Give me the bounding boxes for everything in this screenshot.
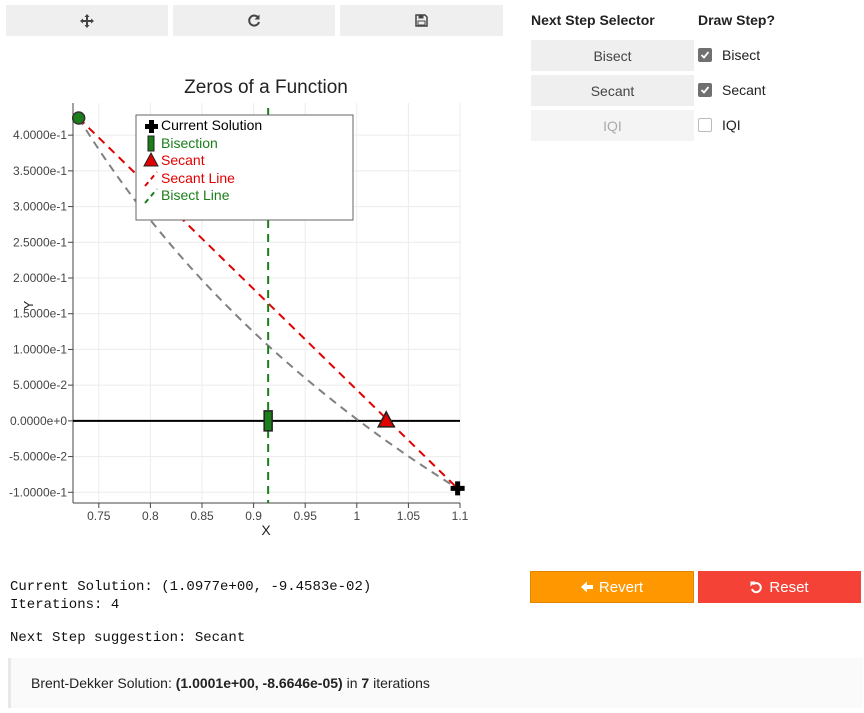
x-tick-label: 1.1 xyxy=(452,509,469,523)
next-step-header: Next Step Selector xyxy=(531,12,655,28)
brent-dekker-panel: Brent-Dekker Solution: (1.0001e+00, -8.6… xyxy=(8,658,863,708)
legend-bisect-line-icon xyxy=(144,188,158,204)
x-tick-label: 0.8 xyxy=(142,509,159,523)
iqi-step-button: IQI xyxy=(531,110,694,141)
next-step-suggestion-text: Next Step suggestion: Secant xyxy=(10,630,246,646)
brent-middle: in xyxy=(342,675,362,691)
draw-bisect-checkbox[interactable]: Bisect xyxy=(698,47,760,63)
legend-entry: Secant Line xyxy=(161,170,235,186)
brent-solution: (1.0001e+00, -8.6646e-05) xyxy=(175,675,343,691)
current-solution-marker xyxy=(450,481,465,496)
legend-entry: Secant xyxy=(161,152,205,168)
pan-tool-button[interactable] xyxy=(6,5,168,36)
y-tick-label: 3.0000e-1 xyxy=(13,200,67,214)
draw-secant-label: Secant xyxy=(722,82,766,98)
legend-secant-icon xyxy=(143,151,159,167)
revert-button[interactable]: Revert xyxy=(530,571,694,603)
brent-iterations: 7 xyxy=(361,675,370,691)
chart-title: Zeros of a Function xyxy=(184,77,348,98)
interval-start-point xyxy=(71,111,86,125)
reset-view-button[interactable] xyxy=(173,5,335,36)
reset-button[interactable]: Reset xyxy=(698,571,861,603)
draw-secant-checkbox[interactable]: Secant xyxy=(698,82,766,98)
move-arrows-icon xyxy=(80,13,94,28)
checkbox-checked-icon[interactable] xyxy=(698,83,712,97)
x-tick-label: 1.05 xyxy=(397,509,421,523)
brent-suffix: iterations xyxy=(369,675,430,691)
legend-entry: Current Solution xyxy=(161,117,262,133)
legend-secant-line-icon xyxy=(144,171,158,187)
bisection-marker xyxy=(263,410,273,432)
iterations-text: Iterations: 4 xyxy=(10,597,120,613)
y-tick-label: 1.0000e-1 xyxy=(13,342,67,356)
x-axis-label: X xyxy=(261,522,271,538)
y-tick-label: 3.5000e-1 xyxy=(13,164,67,178)
draw-iqi-checkbox[interactable]: IQI xyxy=(698,117,741,133)
revert-label: Revert xyxy=(598,578,644,596)
checkbox-unchecked-icon[interactable] xyxy=(698,118,712,132)
x-tick-label: 0.75 xyxy=(87,509,111,523)
y-tick-label: 2.5000e-1 xyxy=(13,235,67,249)
refresh-icon xyxy=(248,14,260,26)
bisect-step-button[interactable]: Bisect xyxy=(531,40,694,71)
y-axis-label: Y xyxy=(21,300,36,309)
legend-cross-icon xyxy=(145,120,158,133)
y-tick-label: -5.0000e-2 xyxy=(9,450,67,464)
undo-icon xyxy=(750,581,763,593)
secant-step-button[interactable]: Secant xyxy=(531,75,694,106)
floppy-disk-icon xyxy=(415,14,428,27)
y-tick-label: -1.0000e-1 xyxy=(9,485,67,499)
brent-prefix: Brent-Dekker Solution: xyxy=(31,675,176,691)
y-tick-label: 1.5000e-1 xyxy=(13,307,67,321)
x-tick-label: 0.85 xyxy=(190,509,214,523)
reset-label: Reset xyxy=(769,578,809,596)
draw-bisect-label: Bisect xyxy=(722,47,761,63)
arrow-left-icon xyxy=(580,581,593,593)
x-tick-label: 1 xyxy=(353,509,360,523)
legend-bisection-icon xyxy=(147,135,155,152)
y-tick-label: 0.0000e+0 xyxy=(10,414,67,428)
checkbox-checked-icon[interactable] xyxy=(698,48,712,62)
legend-box xyxy=(135,114,354,221)
zeros-of-function-chart[interactable]: 0.75 0.8 0.85 0.9 0.95 1 1.05 1.1 -1.0000e-1 -5.0… xyxy=(0,60,480,550)
y-tick-label: 4.0000e-1 xyxy=(13,128,67,142)
y-tick-label: 5.0000e-2 xyxy=(13,378,67,392)
legend-entry: Bisection xyxy=(161,135,218,151)
x-tick-label: 0.9 xyxy=(245,509,262,523)
y-tick-label: 2.0000e-1 xyxy=(13,271,67,285)
save-plot-button[interactable] xyxy=(340,5,503,36)
draw-iqi-label: IQI xyxy=(722,117,741,133)
legend-entry: Bisect Line xyxy=(161,187,230,203)
function-line xyxy=(77,117,459,490)
x-tick-label: 0.95 xyxy=(294,509,318,523)
current-solution-text: Current Solution: (1.0977e+00, -9.4583e-… xyxy=(10,579,372,595)
secant-marker xyxy=(376,410,396,428)
draw-step-header: Draw Step? xyxy=(698,12,776,28)
